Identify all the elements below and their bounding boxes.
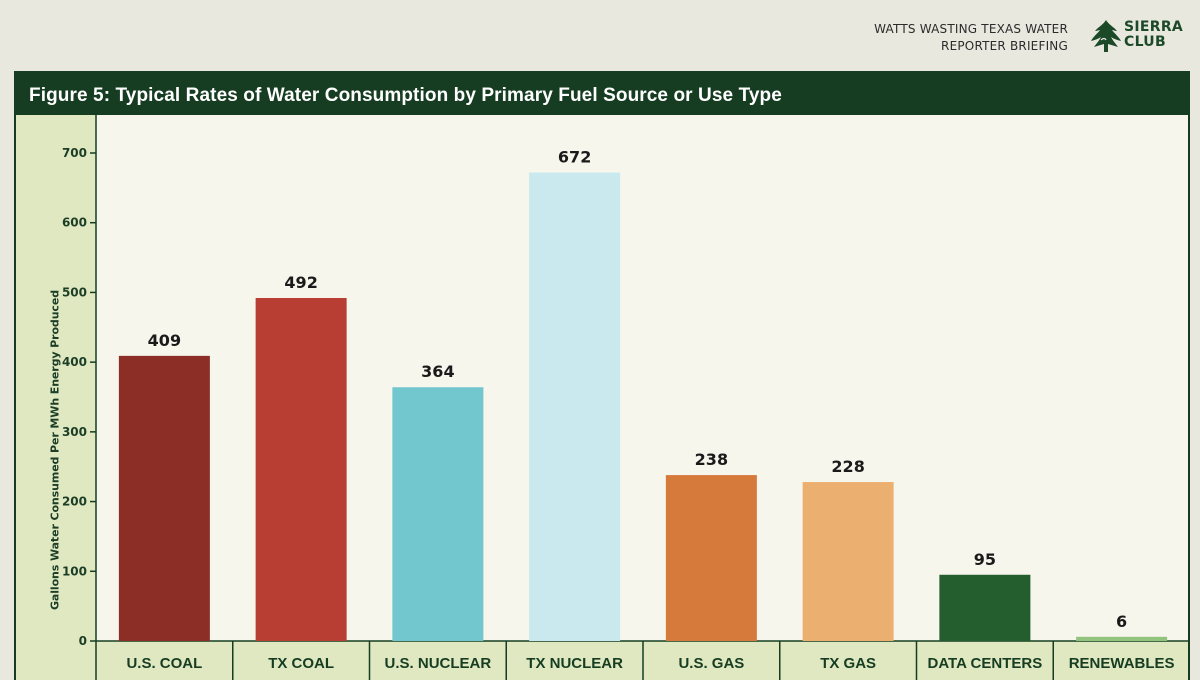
chart-title: Figure 5: Typical Rates of Water Consump… (29, 85, 782, 106)
data-label: 238 (695, 450, 728, 469)
category-label: TX NUCLEAR (526, 655, 623, 672)
y-tick-label: 300 (62, 425, 87, 439)
bar (392, 387, 484, 641)
data-label: 409 (148, 331, 181, 350)
y-tick-label: 100 (62, 564, 87, 578)
y-tick-label: 600 (62, 216, 87, 230)
bar (529, 172, 621, 641)
data-label: 228 (831, 457, 864, 476)
y-tick-label: 200 (62, 495, 87, 509)
category-label: TX COAL (268, 655, 334, 672)
logo-line-2: CLUB (1124, 34, 1166, 50)
report-subtitle: REPORTER BRIEFING (941, 39, 1068, 53)
report-header: WATTS WASTING TEXAS WATER REPORTER BRIEF… (874, 21, 1068, 55)
category-label: U.S. NUCLEAR (385, 655, 492, 672)
category-label: U.S. COAL (126, 655, 202, 672)
category-label: DATA CENTERS (928, 655, 1043, 672)
data-label: 492 (284, 273, 317, 292)
y-tick-label: 700 (62, 146, 87, 160)
bar (665, 475, 757, 641)
data-label: 6 (1116, 612, 1127, 631)
logo-line-1: SIERRA (1124, 19, 1184, 35)
data-label: 672 (558, 148, 591, 167)
chart-frame: Figure 5: Typical Rates of Water Consump… (14, 71, 1190, 680)
y-tick-label: 500 (62, 285, 87, 299)
y-tick-label: 0 (79, 634, 87, 648)
bar (118, 355, 210, 641)
sierra-club-tree-icon (1091, 20, 1121, 52)
x-axis-band (16, 641, 1188, 680)
bar (939, 574, 1031, 641)
bar (1076, 636, 1168, 641)
y-tick-label: 400 (62, 355, 87, 369)
bar (255, 298, 347, 641)
sierra-club-logo: SIERRA CLUB (1089, 18, 1189, 56)
data-label: 95 (974, 550, 996, 569)
category-label: RENEWABLES (1069, 655, 1175, 672)
chart-title-bar: Figure 5: Typical Rates of Water Consump… (16, 73, 1188, 115)
bar (802, 482, 894, 641)
data-label: 364 (421, 362, 454, 381)
category-label: TX GAS (820, 655, 876, 672)
report-title: WATTS WASTING TEXAS WATER (874, 22, 1068, 36)
bar-chart: 0 100 200 300 400 500 600 700 409 U.S. COAL 492 TX … (62, 115, 1190, 680)
y-axis-band (16, 115, 96, 680)
category-label: U.S. GAS (678, 655, 744, 672)
